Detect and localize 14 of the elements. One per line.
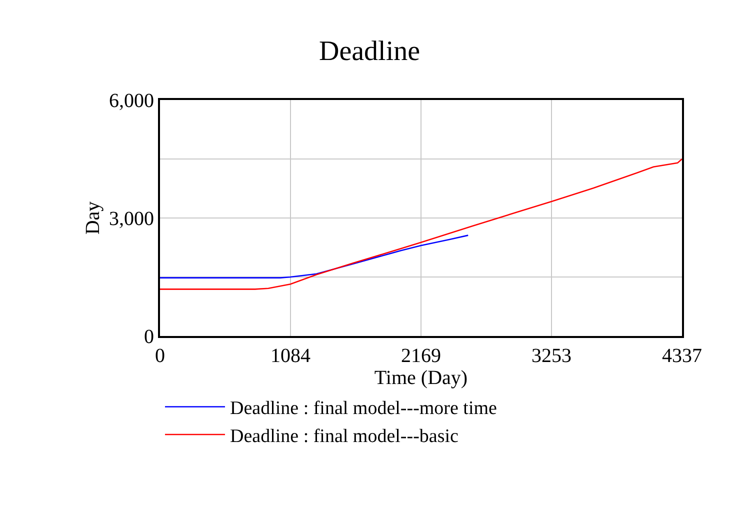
y-tick-label: 3,000 [109,208,154,230]
x-axis-title: Time (Day) [374,367,468,389]
y-tick-label: 6,000 [109,90,154,112]
chart-title: Deadline [318,36,420,68]
line-series [160,234,469,278]
y-axis-title: Day [82,201,104,235]
y-tick-label: 0 [144,326,154,348]
legend-label: Deadline : final model---more time [230,398,497,420]
x-tick-label: 2169 [401,345,442,367]
line-series [160,158,682,290]
x-tick-label: 1084 [270,345,310,367]
x-tick-label: 4337 [662,345,702,367]
x-tick-label: 3253 [532,345,572,367]
legend-label: Deadline : final model---basic [230,426,458,447]
